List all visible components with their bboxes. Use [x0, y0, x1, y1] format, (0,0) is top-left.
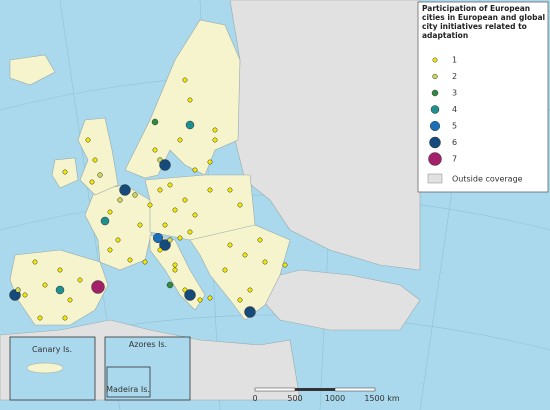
city-marker [212, 137, 218, 143]
city-marker [257, 237, 263, 243]
city-marker [172, 207, 178, 213]
city-marker [185, 120, 195, 130]
city-marker [132, 192, 138, 198]
legend-symbol [429, 136, 441, 149]
inset-label: Azores Is. [129, 340, 167, 349]
inset-label: Canary Is. [32, 345, 72, 354]
city-marker [167, 237, 173, 243]
city-marker [182, 77, 188, 83]
inset-label: Madeira Is. [106, 385, 150, 394]
scale-label: 1000 [325, 394, 345, 403]
city-marker [147, 202, 153, 208]
city-marker [100, 216, 110, 226]
city-marker [242, 252, 248, 258]
legend-symbol [432, 73, 438, 80]
city-marker [172, 267, 178, 273]
legend-symbol [428, 152, 442, 166]
city-marker [282, 262, 288, 268]
city-marker [172, 262, 178, 268]
legend-label: 5 [452, 122, 457, 131]
city-marker [237, 202, 243, 208]
city-marker [15, 287, 21, 293]
city-marker [32, 259, 38, 265]
city-marker [177, 235, 183, 241]
city-marker [187, 97, 193, 103]
city-marker [207, 295, 213, 301]
city-marker [62, 315, 68, 321]
legend-label: 6 [452, 138, 457, 147]
city-marker [162, 222, 168, 228]
city-marker [159, 239, 171, 251]
city-marker [184, 289, 196, 301]
city-marker [207, 159, 213, 165]
covered-land [9, 19, 291, 326]
legend-label: 1 [452, 56, 457, 65]
city-marker [222, 267, 228, 273]
legend-label: 7 [452, 155, 457, 164]
scale-label: 1500 km [364, 394, 400, 403]
city-marker [157, 187, 163, 193]
city-marker [117, 197, 123, 203]
city-marker [42, 282, 48, 288]
city-marker [187, 229, 193, 235]
scale-bar: 0 500 1000 1500 km [252, 387, 400, 403]
city-marker [127, 257, 133, 263]
legend-symbol [432, 57, 438, 63]
city-marker [197, 297, 203, 303]
legend-symbol [431, 89, 439, 97]
scale-label: 0 [252, 394, 257, 403]
city-marker [192, 212, 198, 218]
city-marker [119, 184, 131, 196]
city-marker [167, 182, 173, 188]
city-marker [77, 277, 83, 283]
city-marker [152, 147, 158, 153]
city-marker [182, 197, 188, 203]
legend-symbol [429, 120, 441, 132]
city-marker [89, 179, 95, 185]
city-marker [152, 232, 164, 244]
legend-label: 4 [452, 105, 457, 114]
city-marker [159, 159, 171, 171]
city-marker [247, 287, 253, 293]
city-marker [107, 247, 113, 253]
city-marker [244, 306, 256, 318]
city-marker [227, 242, 233, 248]
city-marker [142, 259, 148, 265]
city-marker [227, 187, 233, 193]
city-marker [67, 297, 73, 303]
city-marker [22, 292, 28, 298]
city-marker [137, 222, 143, 228]
city-marker [237, 297, 243, 303]
city-marker [212, 127, 218, 133]
city-marker [107, 209, 113, 215]
city-marker [157, 247, 163, 253]
city-marker [57, 267, 63, 273]
legend-label: Outside coverage [452, 175, 523, 184]
city-marker [97, 172, 103, 178]
inset-azores: Azores Is. Madeira Is. [104, 336, 191, 401]
city-marker [115, 237, 121, 243]
city-marker [177, 137, 183, 143]
city-marker [151, 118, 159, 126]
city-marker [62, 169, 68, 175]
city-marker [207, 187, 213, 193]
city-marker [55, 285, 65, 295]
city-marker [192, 167, 198, 173]
scale-label: 500 [287, 394, 302, 403]
city-marker [37, 315, 43, 321]
city-marker [166, 281, 174, 289]
city-marker [91, 280, 105, 294]
legend-label: 3 [452, 89, 457, 98]
city-marker [262, 259, 268, 265]
city-marker [85, 137, 91, 143]
inset-canary: Canary Is. [9, 336, 96, 401]
legend-title: Participation of European cities in Euro… [422, 4, 546, 40]
legend: Participation of European cities in Euro… [417, 1, 549, 193]
city-marker [92, 157, 98, 163]
legend-label: 2 [452, 72, 457, 81]
legend-symbol [430, 105, 440, 114]
